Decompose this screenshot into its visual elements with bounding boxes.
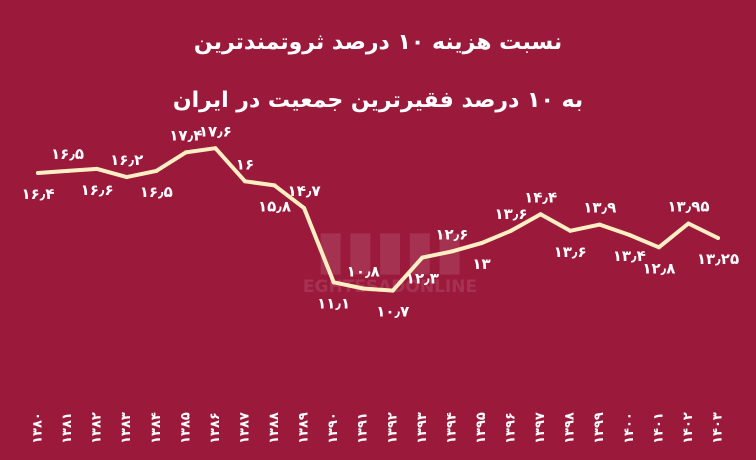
data-point [538,212,543,217]
data-point [302,206,307,211]
x-tick-label: ۱۴۰۲ [681,412,696,444]
data-point [213,146,218,151]
chart-subtitle: به ۱۰ درصد فقیرترین جمعیت در ایران [172,88,584,113]
data-label: ۱۷٫۴ [169,126,202,144]
x-tick-label: ۱۳۹۸ [563,412,578,444]
svg-text:▮▮▮▮▮: ▮▮▮▮▮ [316,218,465,281]
x-tick-label: ۱۳۹۱ [356,412,371,444]
data-label: ۱۳٫۴ [613,247,646,265]
data-label: ۱۶ [236,155,254,173]
data-point [95,166,100,171]
series-line [36,146,720,293]
data-point [479,241,484,246]
data-point [361,286,366,291]
data-point [36,171,40,175]
x-tick-label: ۱۳۹۷ [533,412,548,444]
data-label: ۱۶٫۲ [110,151,143,169]
data-label: ۱۶٫۴ [21,185,54,203]
data-point [124,175,129,180]
x-tick-label: ۱۳۸۹ [297,412,312,444]
data-label: ۱۳٫۶ [495,205,528,223]
x-tick-label: ۱۴۰۳ [711,412,726,444]
x-tick-label: ۱۳۸۳ [119,412,134,444]
data-label: ۱۰٫۸ [347,263,380,281]
data-point [716,235,720,240]
data-label: ۱۰٫۷ [376,303,409,321]
data-label: ۱۴٫۷ [288,182,321,200]
data-label: ۱۲٫۸ [642,259,675,277]
x-tick-label: ۱۳۹۶ [504,412,519,444]
data-point [568,228,573,233]
data-point [242,179,247,184]
x-tick-label: ۱۳۸۸ [267,412,282,444]
data-point [331,280,336,285]
data-label: ۱۶٫۵ [140,183,173,201]
data-label: ۱۳ [472,255,490,273]
x-tick-label: ۱۳۹۳ [415,412,430,444]
data-label: ۱۲٫۶ [435,225,468,243]
data-label: ۱۳٫۶ [554,243,587,261]
x-tick-label: ۱۳۸۰ [31,412,46,444]
watermark-logo: ▮▮▮▮▮ EGHTESADONLINE [303,218,477,297]
x-tick-label: ۱۳۹۰ [326,412,341,444]
data-point [656,245,661,250]
data-label: ۱۳٫۲۵ [697,250,739,268]
data-point [627,232,632,237]
data-point [390,288,395,293]
data-point [154,168,159,173]
data-label: ۱۶٫۵ [51,145,84,163]
data-point [183,150,188,155]
data-label: ۱۶٫۶ [81,181,114,199]
data-point [597,222,602,227]
data-point [509,228,514,233]
x-tick-label: ۱۳۹۵ [474,412,489,444]
x-tick-label: ۱۳۸۷ [237,412,252,444]
watermark-text: EGHTESADONLINE [303,277,477,297]
x-tick-label: ۱۳۹۹ [592,412,607,444]
x-tick-label: ۱۳۹۲ [385,412,400,444]
x-tick-label: ۱۳۸۲ [90,412,105,444]
data-label: ۱۳٫۹۵ [667,198,709,216]
x-tick-label: ۱۴۰۱ [651,412,666,444]
chart-title: نسبت هزینه ۱۰ درصد ثروتمندترین [193,30,563,55]
data-label: ۱۲٫۳ [406,270,439,288]
x-tick-label: ۱۳۸۵ [178,412,193,444]
data-label: ۱۴٫۴ [524,188,557,206]
data-point [449,249,454,254]
x-tick-label: ۱۳۸۶ [208,412,223,444]
x-tick-label: ۱۳۸۴ [149,412,164,444]
data-point [420,255,425,260]
x-tick-label: ۱۴۰۰ [622,412,637,444]
data-point [272,183,277,188]
data-label: ۱۱٫۱ [317,294,350,312]
x-tick-label: ۱۳۹۴ [444,412,459,444]
x-tick-label: ۱۳۸۱ [60,412,75,444]
data-label: ۱۳٫۹ [583,199,616,217]
data-label: ۱۵٫۸ [258,197,291,215]
data-point [65,168,70,173]
data-label: ۱۷٫۶ [199,122,232,140]
data-point [686,221,691,226]
